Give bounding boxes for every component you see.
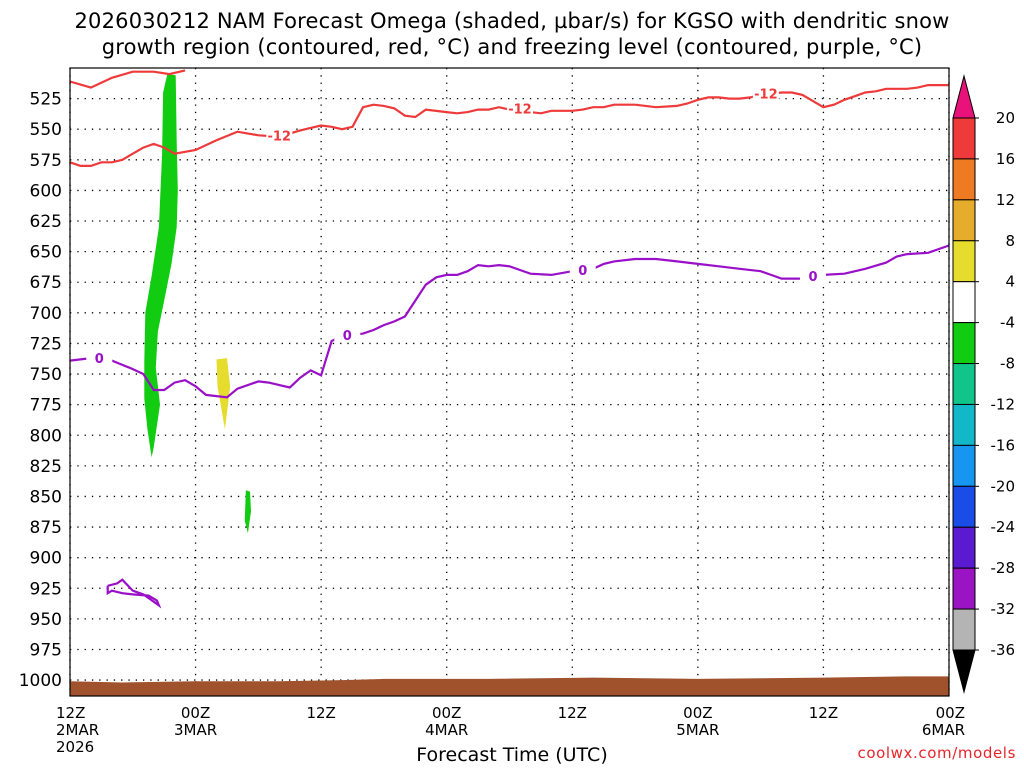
colorbar-bottom-arrow	[952, 649, 976, 694]
x-tick-label: 5MAR	[676, 721, 719, 739]
colorbar-bin	[952, 608, 976, 651]
y-tick-label: 550	[30, 120, 62, 140]
colorbar-label: -8	[1000, 355, 1015, 373]
colorbar-label: -4	[1000, 314, 1015, 332]
y-tick-label: 775	[30, 396, 62, 416]
omega-area	[216, 358, 231, 430]
colorbar-bin	[952, 485, 976, 528]
freezing-label-bg	[799, 268, 826, 284]
freezing-label: 0	[343, 329, 352, 344]
colorbar-label: -12	[991, 395, 1016, 413]
x-tick-label: 4MAR	[425, 721, 468, 739]
x-tick-label: 00Z	[181, 704, 210, 722]
colorbar-label: -28	[991, 559, 1016, 577]
omega-area	[244, 490, 251, 534]
colorbar: 20 16 12 8 4 -4 -8 -12 -16 -20 -24 -28 -32 -36	[952, 74, 1016, 694]
colorbar-label: -16	[991, 436, 1016, 454]
y-tick-label: 650	[30, 243, 62, 263]
omega-area	[144, 74, 178, 458]
y-tick-label: 750	[30, 365, 62, 385]
colorbar-bin	[952, 444, 976, 487]
y-tick-label: 1000	[19, 671, 62, 691]
x-tick-label: 00Z	[683, 704, 712, 722]
freezing-level-contour	[70, 244, 949, 399]
x-tick-label: 12Z	[56, 704, 85, 722]
colorbar-bin	[952, 199, 976, 242]
x-tick-label: 6MAR	[922, 721, 965, 739]
y-tick-label: 900	[30, 549, 62, 569]
colorbar-bin	[952, 281, 976, 324]
grid	[69, 68, 950, 696]
y-tick-label: 525	[30, 90, 62, 110]
x-tick-label: 12Z	[306, 704, 335, 722]
dgz-label: -12	[754, 88, 778, 103]
y-tick-label: 850	[30, 487, 62, 507]
dgz-upper-contour	[70, 69, 186, 89]
y-tick-label: 700	[30, 304, 62, 324]
y-tick-label: 575	[30, 151, 62, 171]
colorbar-label: 8	[1005, 232, 1015, 250]
x-tick-label: 3MAR	[174, 721, 217, 739]
plot-frame	[69, 67, 950, 697]
colorbar-top-arrow	[952, 74, 976, 119]
colorbar-label: 16	[996, 150, 1015, 168]
freezing-label: 0	[95, 352, 104, 367]
x-tick-label: 00Z	[432, 704, 461, 722]
contour-labels: -12 -12 -12 0 0 0 0	[86, 85, 826, 367]
colorbar-bin	[952, 158, 976, 201]
x-tick-label: 2026	[56, 738, 94, 756]
x-tick-label: 2MAR	[56, 721, 99, 739]
freezing-label-bg	[569, 261, 596, 277]
y-tick-label: 925	[30, 579, 62, 599]
colorbar-label: -36	[991, 641, 1016, 659]
y-axis-labels: 525 550 575 600 625 650 675 700 725 750 775 800 825 8…	[19, 90, 62, 691]
dgz-label-bg	[506, 100, 533, 116]
colorbar-label: 4	[1005, 273, 1015, 291]
freezing-label-bg	[334, 326, 361, 342]
y-tick-label: 600	[30, 181, 62, 201]
colorbar-bin	[952, 117, 976, 160]
colorbar-bin	[952, 322, 976, 365]
omega-shading	[70, 74, 949, 696]
y-tick-label: 725	[30, 334, 62, 354]
chart-title-line1: 2026030212 NAM Forecast Omega (shaded, µ…	[74, 9, 950, 33]
colorbar-bin	[952, 240, 976, 283]
y-tick-label: 950	[30, 610, 62, 630]
chart-title-line2: growth region (contoured, red, °C) and f…	[101, 35, 923, 59]
y-tick-label: 975	[30, 640, 62, 660]
colorbar-bin	[952, 363, 976, 405]
contours	[70, 69, 949, 609]
freezing-closed-contour	[106, 578, 162, 609]
y-tick-label: 875	[30, 518, 62, 538]
dgz-label: -12	[508, 102, 532, 117]
dgz-label-bg	[266, 127, 293, 143]
dgz-label-bg	[752, 85, 779, 101]
colorbar-label: 12	[996, 191, 1015, 209]
y-tick-label: 625	[30, 212, 62, 232]
terrain-fill	[70, 676, 949, 696]
freezing-label: 0	[808, 270, 817, 285]
x-tick-label: 12Z	[558, 704, 587, 722]
freezing-label: 0	[578, 264, 587, 279]
y-tick-label: 800	[30, 426, 62, 446]
freezing-label-bg	[86, 350, 113, 366]
x-tick-label: 12Z	[809, 704, 838, 722]
colorbar-bin	[952, 567, 976, 610]
colorbar-label: -24	[991, 518, 1016, 536]
y-tick-label: 675	[30, 273, 62, 293]
colorbar-label: -32	[991, 600, 1016, 618]
colorbar-label: 20	[996, 109, 1015, 127]
y-tick-label: 825	[30, 457, 62, 477]
colorbar-bin	[952, 403, 976, 446]
dgz-label: -12	[268, 129, 292, 144]
dgz-lower-contour	[70, 83, 949, 167]
colorbar-bin	[952, 526, 976, 569]
colorbar-label: -20	[991, 477, 1016, 495]
credit-text: coolwx.com/models	[857, 744, 1016, 762]
x-tick-label: 00Z	[936, 704, 965, 722]
x-axis-title: Forecast Time (UTC)	[416, 744, 608, 766]
